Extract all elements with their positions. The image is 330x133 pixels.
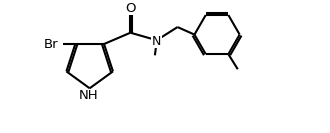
- Text: Br: Br: [44, 38, 58, 51]
- Text: O: O: [125, 2, 136, 15]
- Text: N: N: [152, 35, 161, 48]
- Text: NH: NH: [79, 89, 99, 102]
